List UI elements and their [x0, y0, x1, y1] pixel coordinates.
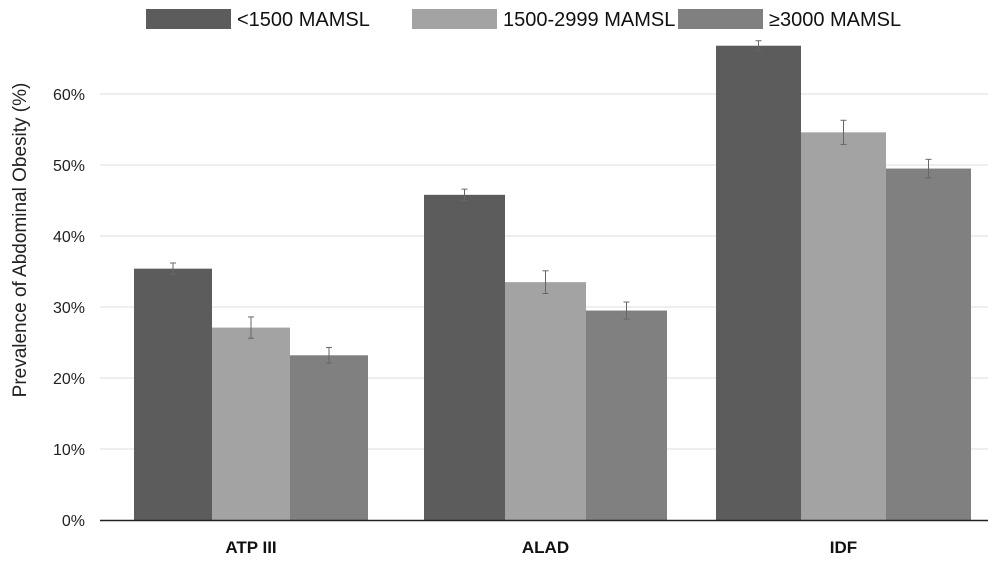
bar — [886, 168, 971, 521]
legend-label: 1500-2999 MAMSL — [503, 9, 675, 31]
x-category-label: ATP III — [225, 538, 276, 557]
legend-swatch — [678, 9, 763, 29]
bar — [801, 132, 886, 520]
y-tick-label: 60% — [53, 87, 85, 104]
legend-swatch — [412, 9, 497, 29]
legend-label: ≥3000 MAMSL — [769, 9, 901, 31]
bar — [586, 310, 667, 520]
y-axis-ticks: 0% 10% 20% 30% 40% 50% 60% — [53, 87, 85, 530]
bar — [134, 268, 212, 520]
y-tick-label: 10% — [53, 442, 85, 459]
y-tick-label: 40% — [53, 229, 85, 246]
legend-swatch — [146, 9, 231, 29]
bars — [134, 45, 971, 521]
x-axis-categories: ATP III ALAD IDF — [225, 538, 857, 557]
x-category-label: IDF — [830, 538, 857, 557]
bar — [716, 45, 801, 520]
legend: <1500 MAMSL 1500-2999 MAMSL ≥3000 MAMSL — [146, 9, 901, 31]
error-bars — [170, 40, 932, 364]
x-category-label: ALAD — [522, 538, 569, 557]
y-axis-title: Prevalence of Abdominal Obesity (%) — [10, 83, 31, 398]
bar — [505, 282, 586, 520]
bar — [424, 194, 505, 520]
legend-label: <1500 MAMSL — [237, 9, 370, 31]
y-tick-label: 20% — [53, 371, 85, 388]
y-tick-label: 0% — [62, 513, 85, 530]
y-tick-label: 50% — [53, 158, 85, 175]
y-tick-label: 30% — [53, 300, 85, 317]
bar — [212, 327, 290, 520]
bar — [290, 355, 368, 520]
